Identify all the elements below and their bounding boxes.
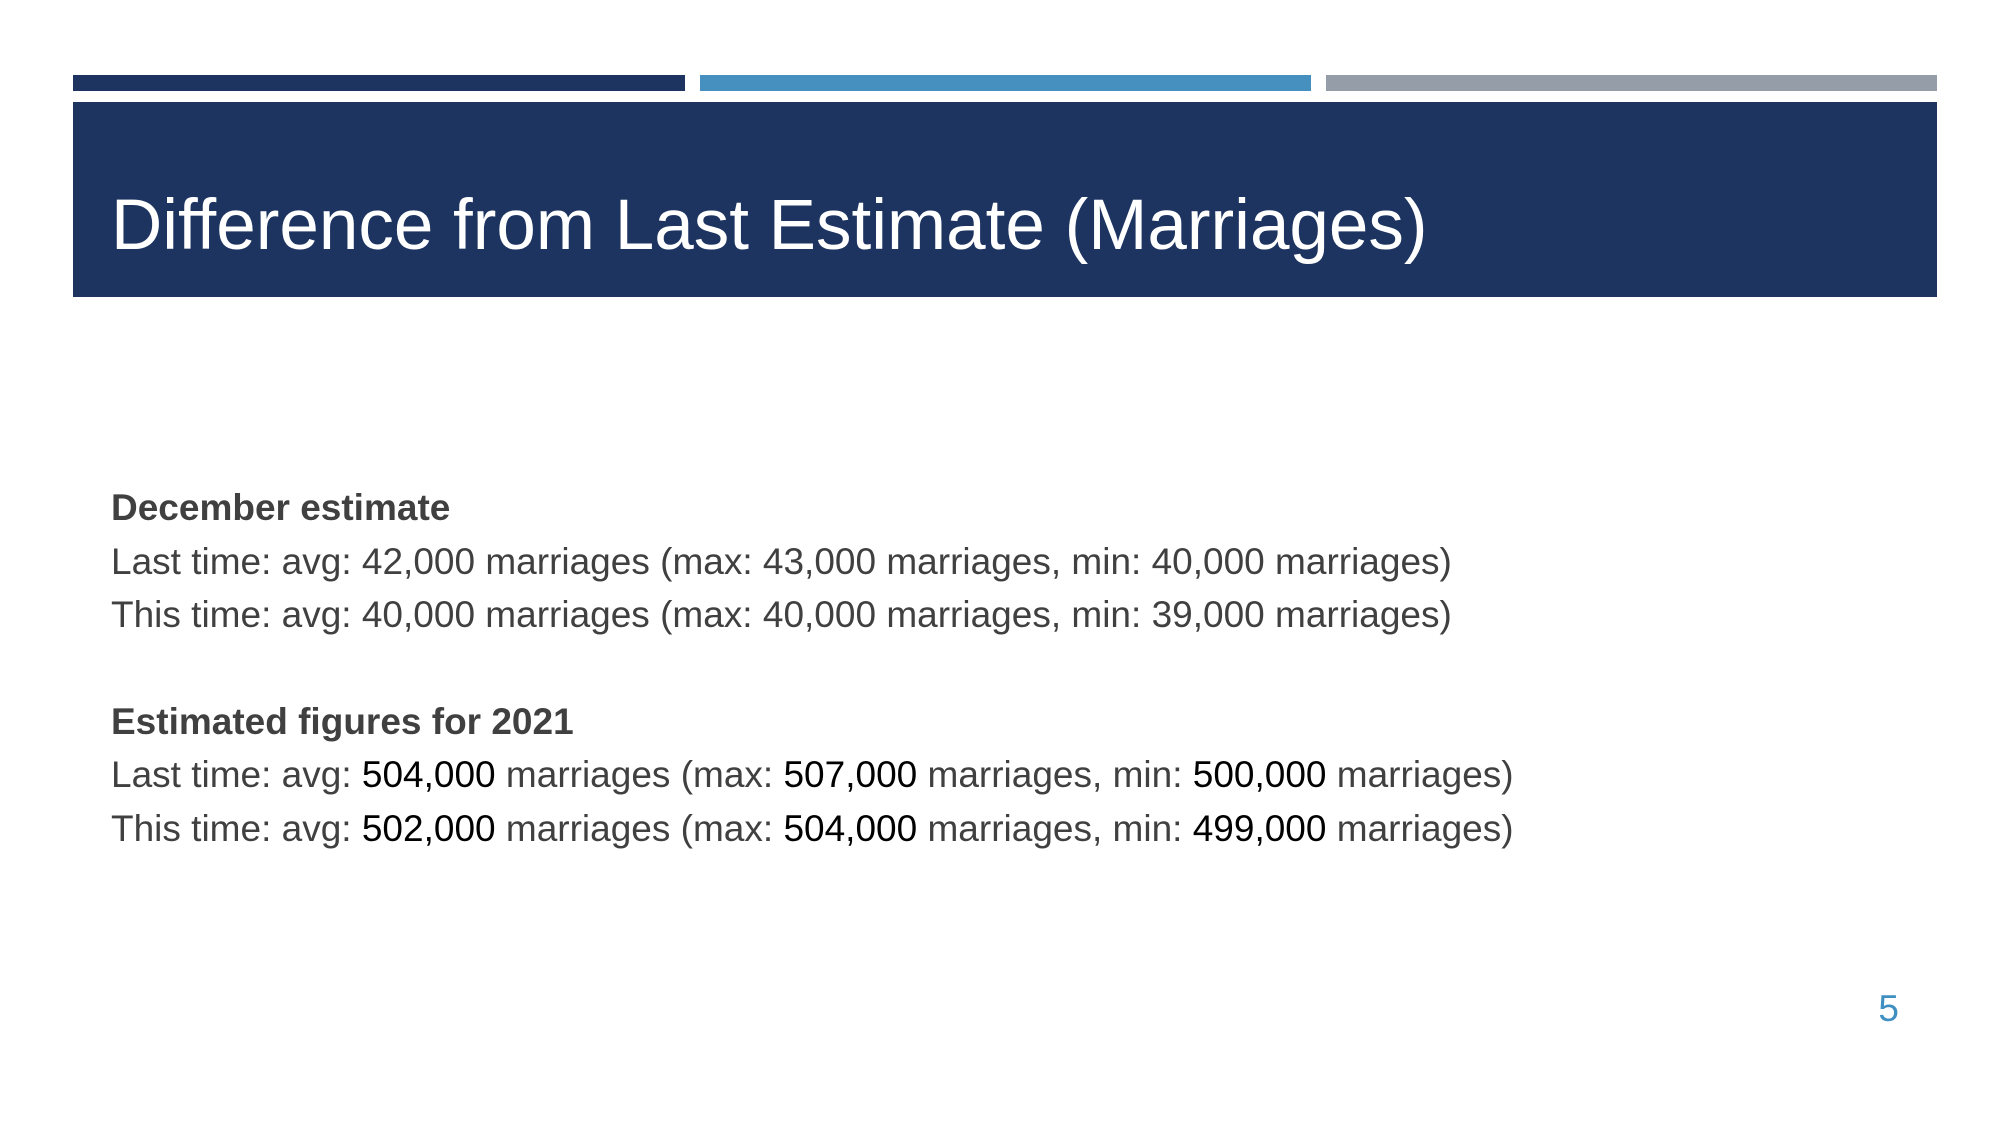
accent-bar-navy bbox=[73, 75, 685, 91]
section-heading: December estimate bbox=[111, 487, 451, 528]
min-value: 500,000 bbox=[1192, 754, 1327, 795]
line-text: marriages) bbox=[1264, 594, 1452, 635]
estimate-line-this-time: This time: avg: 40,000 marriages (max: 4… bbox=[111, 588, 1811, 642]
line-label: Last time: avg: bbox=[111, 540, 362, 582]
avg-value: 502,000 bbox=[361, 807, 496, 849]
page-number: 5 bbox=[1878, 988, 1899, 1029]
accent-bar-blue bbox=[700, 75, 1311, 91]
avg-value: 40,000 bbox=[361, 594, 476, 635]
section-december-estimate: December estimate Last time: avg: 42,000… bbox=[111, 481, 1811, 642]
line-text: marriages (max: bbox=[495, 754, 784, 795]
max-value: 43,000 bbox=[762, 540, 877, 582]
section-spacer bbox=[111, 642, 1811, 695]
avg-value: 42,000 bbox=[361, 540, 476, 582]
slide-title: Difference from Last Estimate (Marriages… bbox=[111, 186, 1428, 265]
line-text: marriages (max: bbox=[475, 540, 763, 582]
estimate-line-this-time: This time: avg: 502,000 marriages (max: … bbox=[111, 802, 1811, 856]
slide-content: December estimate Last time: avg: 42,000… bbox=[111, 481, 1811, 855]
estimate-line-last-time: Last time: avg: 42,000 marriages (max: 4… bbox=[111, 535, 1811, 589]
line-label: This time: avg: bbox=[111, 594, 362, 635]
line-label: Last time: avg: bbox=[111, 754, 362, 795]
line-text: marriages (max: bbox=[475, 594, 763, 635]
max-value: 504,000 bbox=[783, 807, 918, 849]
line-label: This time: avg: bbox=[111, 807, 362, 849]
section-estimated-figures-2021: Estimated figures for 2021 Last time: av… bbox=[111, 695, 1811, 856]
min-value: 499,000 bbox=[1192, 807, 1327, 849]
line-text: marriages, min: bbox=[876, 594, 1152, 635]
avg-value: 504,000 bbox=[361, 754, 496, 795]
min-value: 39,000 bbox=[1151, 594, 1265, 635]
max-value: 40,000 bbox=[762, 594, 877, 635]
line-text: marriages) bbox=[1326, 754, 1514, 795]
title-band: Difference from Last Estimate (Marriages… bbox=[73, 102, 1937, 297]
section-heading: Estimated figures for 2021 bbox=[111, 700, 574, 742]
line-text: marriages, min: bbox=[917, 807, 1193, 849]
accent-bar-gray bbox=[1326, 75, 1937, 91]
line-text: marriages, min: bbox=[917, 754, 1193, 795]
line-text: marriages, min: bbox=[876, 540, 1152, 582]
line-text: marriages (max: bbox=[495, 807, 784, 849]
estimate-line-last-time: Last time: avg: 504,000 marriages (max: … bbox=[111, 748, 1811, 802]
max-value: 507,000 bbox=[783, 754, 918, 795]
min-value: 40,000 bbox=[1151, 540, 1265, 582]
line-text: marriages) bbox=[1326, 807, 1514, 849]
line-text: marriages) bbox=[1264, 540, 1452, 582]
